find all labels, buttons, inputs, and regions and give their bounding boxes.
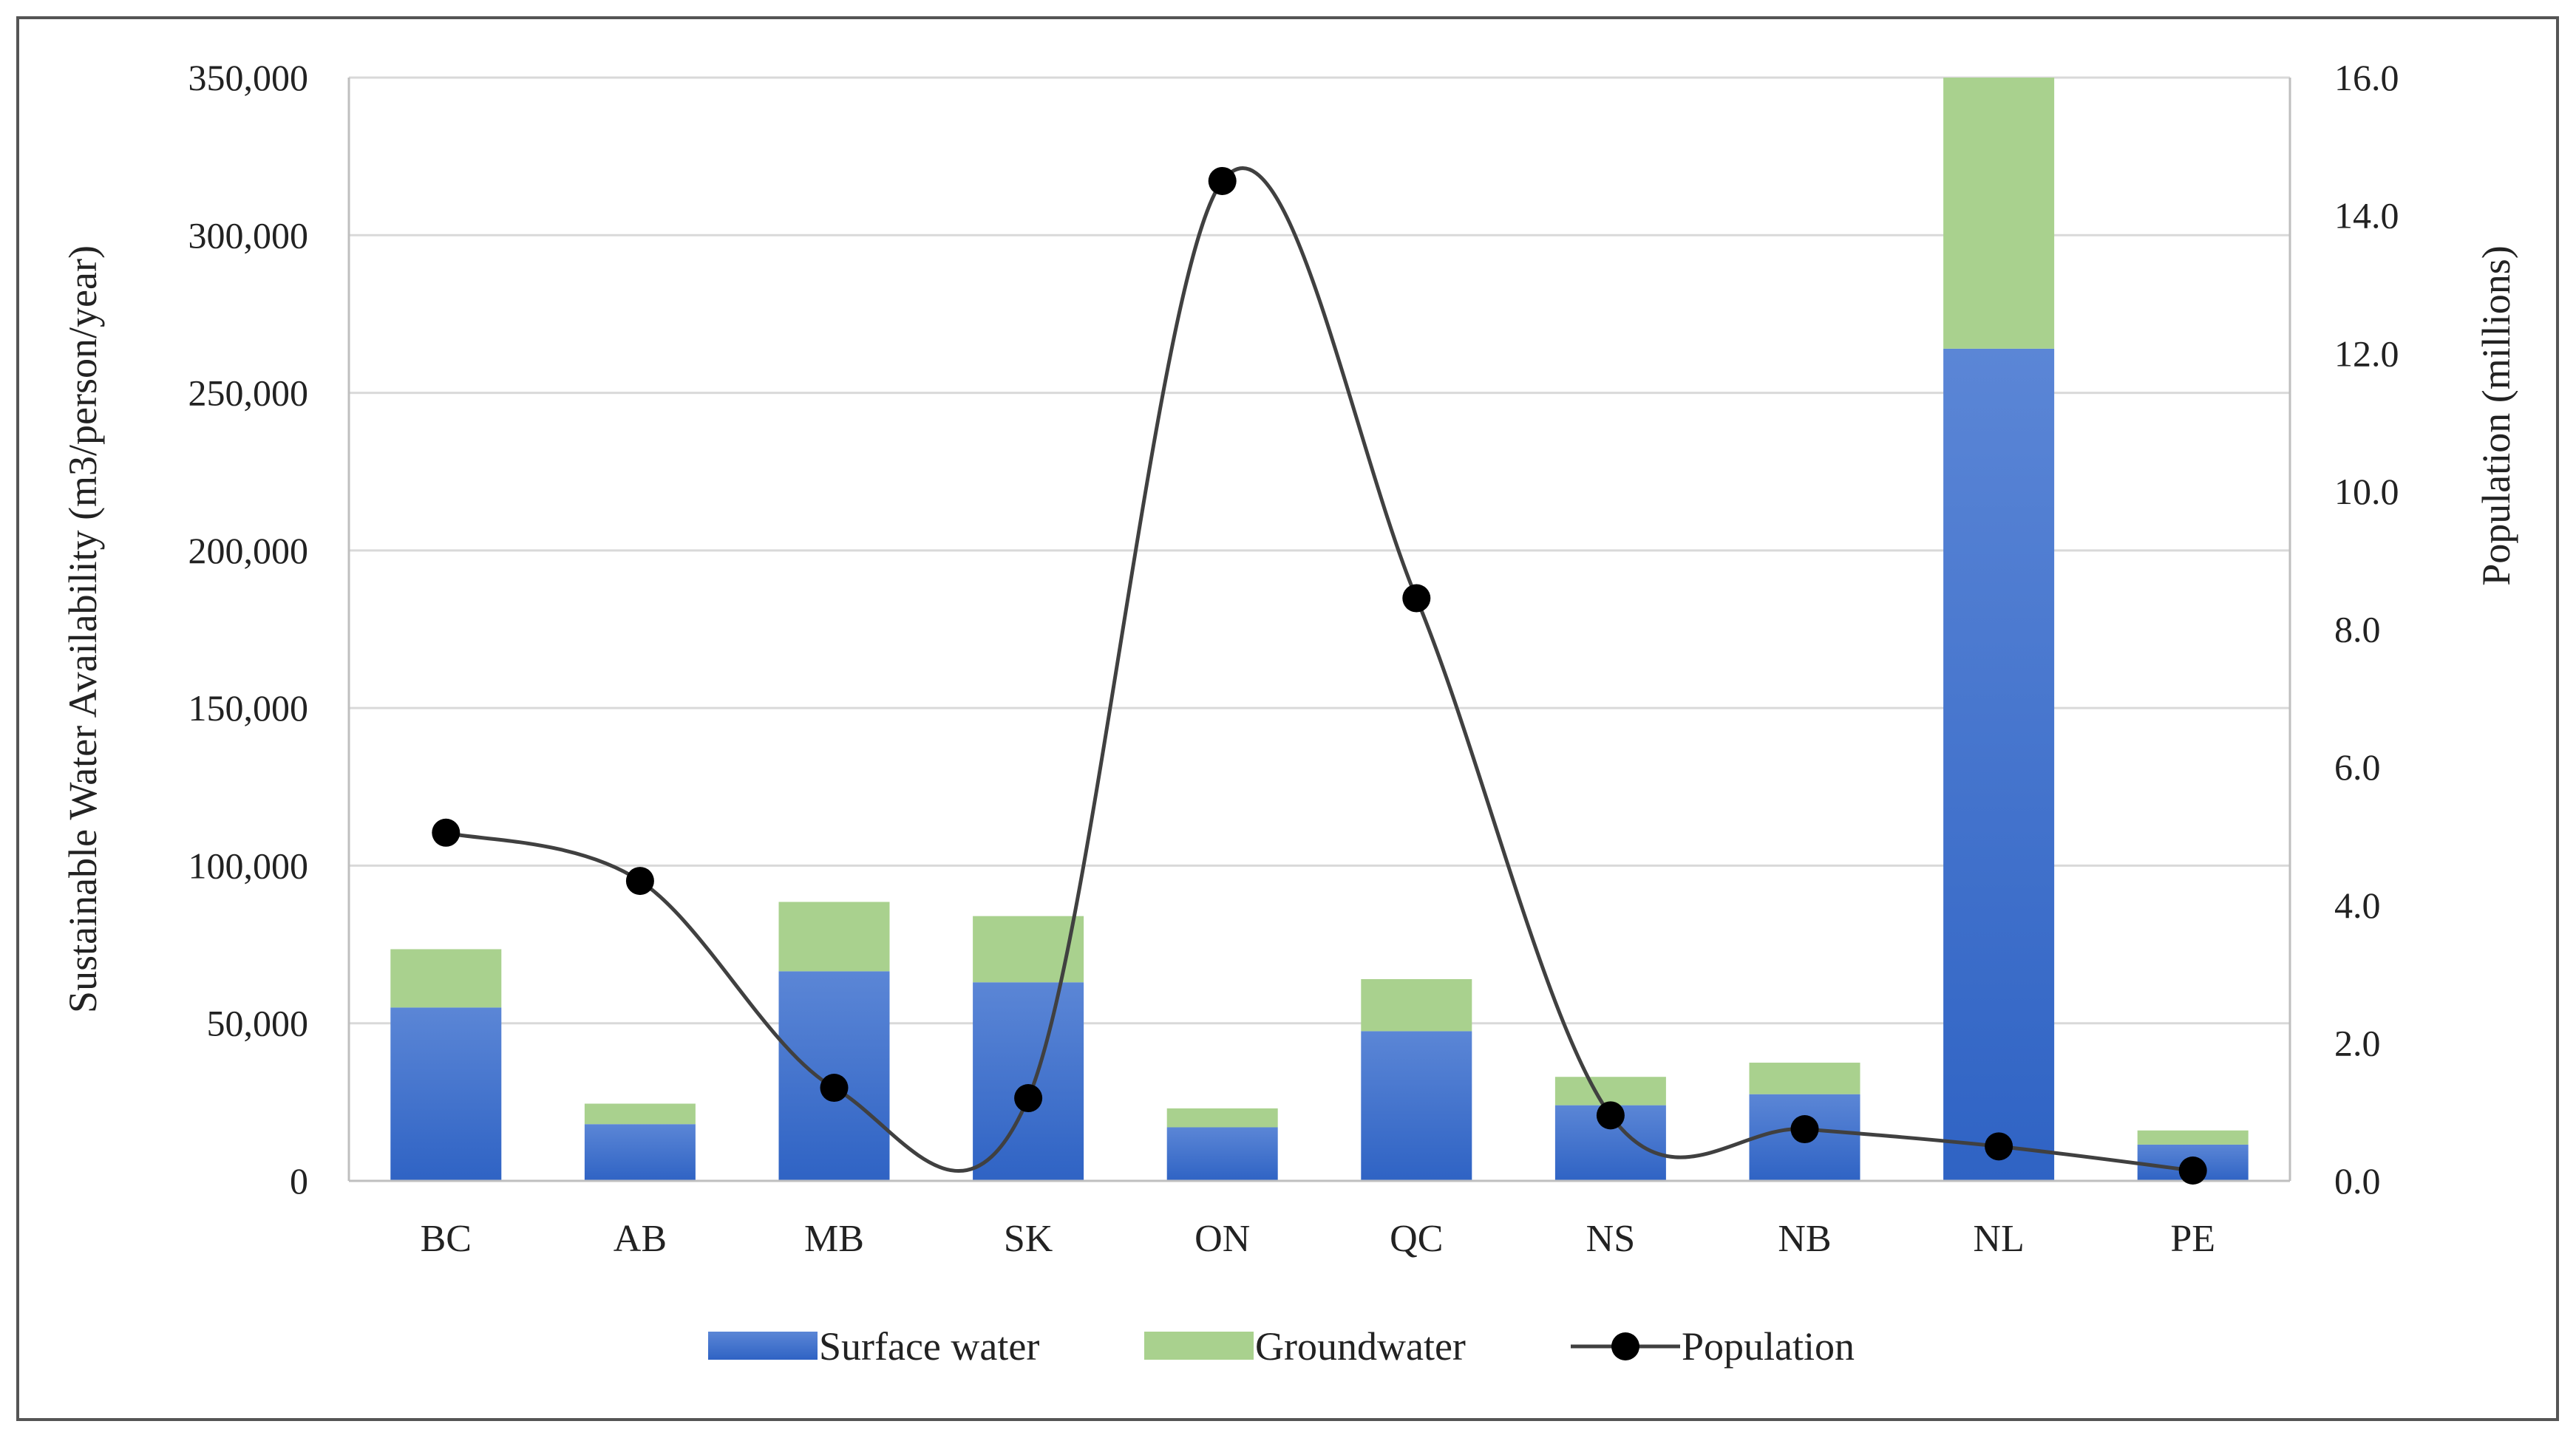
population-point-ab [625,867,654,896]
y-tick-label: 250,000 [188,372,309,414]
legend-surface-water-label: Surface water [819,1324,1039,1369]
bar-groundwater-nb [1749,1063,1860,1094]
population-point-mb [820,1074,849,1103]
axes [347,78,2291,1182]
y-tick-label: 100,000 [188,845,309,886]
x-tick-label: NS [1586,1218,1635,1260]
population-point-nl [1985,1132,2013,1161]
y2-tick-label: 4.0 [2334,885,2381,926]
y-tick-label: 200,000 [188,530,309,571]
y-tick-label: 0 [290,1160,308,1202]
legend-groundwater-label: Groundwater [1255,1324,1466,1369]
y2-tick-label: 10.0 [2334,471,2399,512]
population-point-bc [432,818,461,847]
y-tick-label: 50,000 [207,1003,309,1044]
x-tick-label: MB [804,1218,864,1260]
legend-population-swatch-marker [1611,1332,1639,1360]
gridlines [349,76,2290,1025]
population-point-nb [1790,1115,1819,1144]
bar-groundwater-qc [1361,978,1472,1032]
bar-groundwater-sk [973,916,1084,983]
y-tick-label: 350,000 [188,57,309,98]
x-tick-label: NL [1973,1218,2024,1260]
bar-surface-water-qc [1361,1031,1472,1181]
x-tick-label: PE [2170,1218,2215,1260]
y2-tick-label: 12.0 [2334,333,2399,374]
bar-groundwater-ab [584,1103,696,1125]
y2-tick-label: 0.0 [2334,1160,2381,1202]
bars [390,78,2249,1181]
y-tick-label: 300,000 [188,214,309,256]
bar-surface-water-sk [973,982,1084,1181]
x-tick-label: ON [1194,1218,1250,1260]
legend-groundwater: Groundwater [1144,1324,1466,1369]
legend-surface-water-swatch [708,1332,818,1360]
population-point-ns [1596,1101,1625,1130]
bar-groundwater-pe [2137,1130,2249,1145]
bar-groundwater-nl [1943,78,2055,349]
population-point-pe [2178,1156,2207,1185]
legend-population: Population [1571,1324,1855,1369]
chart-border [16,16,2559,1421]
population-point-on [1208,166,1237,195]
bar-surface-water-nl [1943,348,2055,1181]
bar-surface-water-bc [390,1007,502,1181]
x-tick-label: AB [614,1218,667,1260]
y2-tick-label: 14.0 [2334,195,2399,236]
bar-groundwater-mb [778,902,890,972]
x-tick-label: QC [1390,1218,1443,1260]
x-tick-label: NB [1778,1218,1831,1260]
y-axis-title: Sustainable Water Availability (m3/perso… [61,245,105,1013]
population-point-sk [1014,1084,1043,1113]
bar-surface-water-on [1166,1127,1278,1181]
bar-groundwater-ns [1554,1077,1666,1106]
y2-tick-label: 16.0 [2334,57,2399,98]
legend: Surface water Groundwater Population [708,1324,1855,1369]
bar-surface-water-ab [584,1124,696,1181]
legend-groundwater-swatch [1144,1332,1254,1360]
y-tick-label: 150,000 [188,687,309,729]
legend-surface-water: Surface water [708,1324,1039,1369]
population-line [432,166,2207,1185]
y2-axis-title: Population (millions) [2474,245,2518,586]
legend-population-label: Population [1682,1324,1855,1369]
x-tick-label: SK [1004,1218,1053,1260]
y2-tick-label: 2.0 [2334,1022,2381,1063]
bar-groundwater-bc [390,949,502,1008]
tick-labels: 0 50,000 100,000 150,000 200,000 250,000 300,0… [188,57,2399,1260]
population-point-qc [1402,584,1431,613]
x-tick-label: BC [421,1218,472,1260]
y2-tick-label: 8.0 [2334,609,2381,650]
y2-tick-label: 6.0 [2334,746,2381,788]
bar-groundwater-on [1166,1108,1278,1128]
